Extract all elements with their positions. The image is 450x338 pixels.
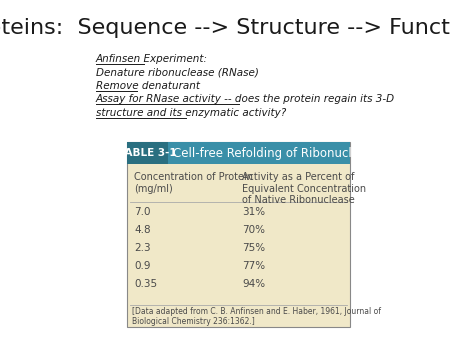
Text: Proteins:  Sequence --> Structure --> Function: Proteins: Sequence --> Structure --> Fun… — [0, 18, 450, 38]
Text: Concentration of Protein
(mg/ml): Concentration of Protein (mg/ml) — [135, 172, 253, 194]
Text: 94%: 94% — [243, 279, 266, 289]
Text: [Data adapted from C. B. Anfinsen and E. Haber, 1961, Journal of
Biological Chem: [Data adapted from C. B. Anfinsen and E.… — [132, 307, 381, 327]
FancyBboxPatch shape — [127, 142, 351, 327]
Text: 4.8: 4.8 — [135, 225, 151, 235]
Text: TABLE 3-1: TABLE 3-1 — [118, 148, 176, 158]
Text: Remove denaturant: Remove denaturant — [96, 81, 200, 91]
Text: structure and its enzymatic activity?: structure and its enzymatic activity? — [96, 108, 286, 118]
Text: Assay for RNase activity -- does the protein regain its 3-D: Assay for RNase activity -- does the pro… — [96, 95, 395, 104]
Text: 7.0: 7.0 — [135, 207, 151, 217]
Text: Denature ribonuclease (RNase): Denature ribonuclease (RNase) — [96, 68, 259, 77]
Text: 0.35: 0.35 — [135, 279, 157, 289]
Text: 2.3: 2.3 — [135, 243, 151, 253]
Text: Cell-free Refolding of Ribonuclease: Cell-free Refolding of Ribonuclease — [172, 146, 379, 160]
Text: Activity as a Percent of
Equivalent Concentration
of Native Ribonuclease: Activity as a Percent of Equivalent Conc… — [243, 172, 367, 205]
Text: 31%: 31% — [243, 207, 266, 217]
FancyBboxPatch shape — [127, 142, 351, 164]
Text: 77%: 77% — [243, 261, 266, 271]
FancyBboxPatch shape — [127, 142, 167, 164]
Text: 70%: 70% — [243, 225, 266, 235]
Text: Anfinsen Experiment:: Anfinsen Experiment: — [96, 54, 208, 64]
Text: 0.9: 0.9 — [135, 261, 151, 271]
Text: 75%: 75% — [243, 243, 266, 253]
